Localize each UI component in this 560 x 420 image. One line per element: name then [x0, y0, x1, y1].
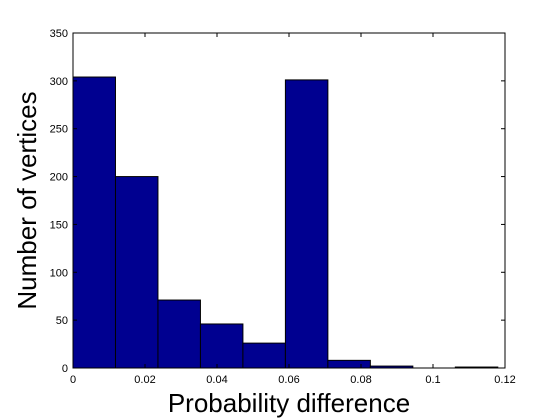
y-tick-label: 0 — [62, 363, 68, 375]
y-tick-label: 50 — [56, 315, 68, 327]
y-tick-label: 250 — [50, 124, 68, 136]
x-axis-title: Probability difference — [168, 388, 410, 418]
y-tick-label: 200 — [50, 172, 68, 184]
x-tick-label: 0.02 — [134, 374, 155, 386]
y-tick-label: 150 — [50, 219, 68, 231]
histogram-bars — [72, 76, 499, 369]
x-tick-label: 0.1 — [425, 374, 440, 386]
y-axis-title: Number of vertices — [12, 91, 42, 309]
x-tick-label: 0 — [70, 374, 76, 386]
y-tick-label: 300 — [50, 76, 68, 88]
axis-ticks — [72, 32, 506, 369]
histogram-bar-4 — [199, 323, 244, 369]
x-tick-label: 0.12 — [494, 374, 515, 386]
histogram-bar-2 — [114, 176, 159, 369]
histogram-bar-1 — [72, 76, 116, 369]
y-tick-label: 350 — [50, 28, 68, 40]
histogram-bar-3 — [157, 299, 201, 369]
x-tick-label: 0.08 — [350, 374, 371, 386]
y-tick-labels: 0 50 100 150 200 250 300 350 — [50, 28, 68, 375]
y-tick-label: 100 — [50, 267, 68, 279]
x-tick-labels: 0 0.02 0.04 0.06 0.08 0.1 0.12 — [70, 374, 516, 386]
x-tick-label: 0.04 — [206, 374, 227, 386]
histogram-bar-7 — [327, 359, 371, 369]
histogram-bar-5 — [242, 342, 286, 369]
histogram-bar-6 — [284, 79, 329, 369]
x-tick-label: 0.06 — [278, 374, 299, 386]
